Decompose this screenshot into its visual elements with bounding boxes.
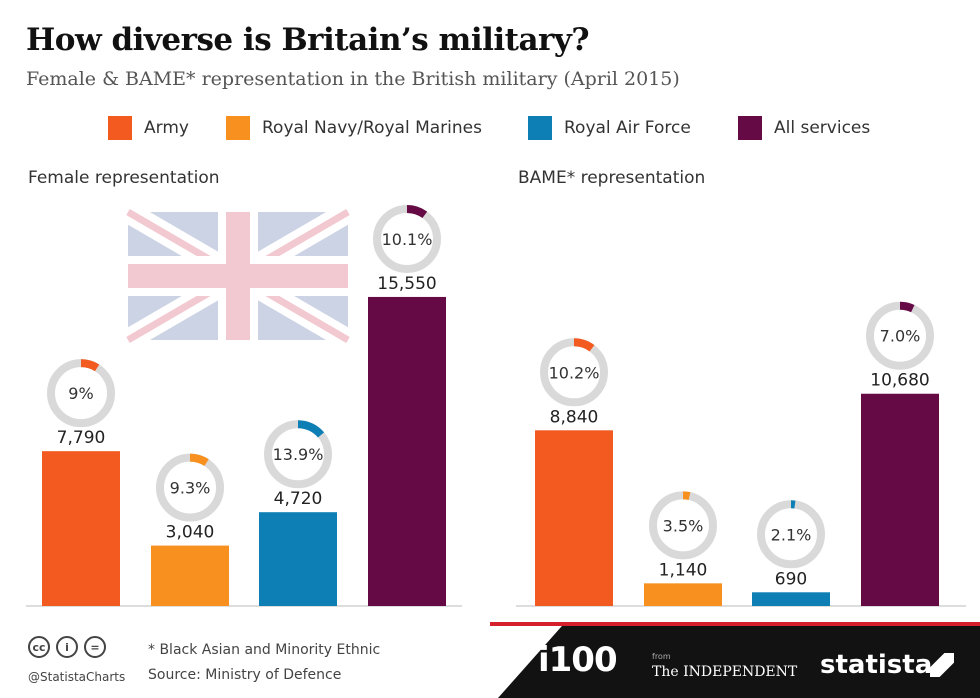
percent-label-bame-all: 7.0% <box>880 327 921 346</box>
statista-logo[interactable]: statista <box>820 650 933 680</box>
donut-arc-female-navy <box>156 453 224 522</box>
chart-subtitle: Female & BAME* representation in the Bri… <box>26 68 680 90</box>
statista-handle[interactable]: @StatistaCharts <box>28 670 126 684</box>
donut-arc-female-army <box>47 359 115 428</box>
percent-label-bame-army: 10.2% <box>549 363 600 382</box>
chart-title: How diverse is Britain’s military? <box>26 22 590 58</box>
legend-label: Royal Air Force <box>564 118 691 138</box>
license-icons: cc i = <box>28 636 106 658</box>
legend-swatch-army <box>108 116 132 140</box>
i100-logo[interactable]: i100 <box>538 640 618 680</box>
attribution-icon: i <box>56 636 78 658</box>
donut-arc-female-raf <box>264 420 332 489</box>
bar-female-army <box>42 451 120 606</box>
legend: Army Royal Navy/Royal Marines Royal Air … <box>0 116 980 140</box>
value-label-female-raf: 4,720 <box>274 489 323 509</box>
cc-icon: cc <box>28 636 50 658</box>
bar-female-navy <box>151 545 229 606</box>
percent-label-female-army: 9% <box>68 384 93 403</box>
donut-arc-female-all <box>373 204 441 273</box>
percent-label-female-all: 10.1% <box>382 230 433 249</box>
value-label-bame-navy: 1,140 <box>659 560 708 580</box>
donut-arc-bame-army <box>540 338 608 407</box>
bar-bame-raf <box>752 592 830 606</box>
bar-bame-navy <box>644 583 722 606</box>
bar-female-raf <box>259 512 337 606</box>
percent-label-bame-navy: 3.5% <box>663 516 704 535</box>
percent-label-female-raf: 13.9% <box>273 445 324 464</box>
independent-logo[interactable]: The INDEPENDENT <box>652 664 798 680</box>
value-label-bame-all: 10,680 <box>870 371 929 391</box>
legend-swatch-navy <box>226 116 250 140</box>
footnote: * Black Asian and Minority Ethnic <box>148 642 381 658</box>
legend-item-navy: Royal Navy/Royal Marines <box>226 116 482 140</box>
legend-item-army: Army <box>108 116 189 140</box>
value-label-female-army: 7,790 <box>57 428 106 448</box>
legend-item-raf: Royal Air Force <box>528 116 691 140</box>
legend-label: Army <box>144 118 189 138</box>
percent-label-bame-raf: 2.1% <box>771 525 812 544</box>
donut-arc-bame-all <box>866 301 934 370</box>
footer-logo-band <box>498 622 980 698</box>
donut-arc-bame-navy <box>649 491 717 560</box>
panel-title-bame: BAME* representation <box>518 168 706 188</box>
bar-bame-army <box>535 430 613 606</box>
legend-swatch-raf <box>528 116 552 140</box>
value-label-bame-army: 8,840 <box>550 407 599 427</box>
value-label-female-all: 15,550 <box>377 274 436 294</box>
no-derivatives-icon: = <box>84 636 106 658</box>
legend-item-all: All services <box>738 116 870 140</box>
panel-title-female: Female representation <box>28 168 220 188</box>
value-label-female-navy: 3,040 <box>166 523 215 543</box>
donut-arc-bame-raf <box>757 500 825 569</box>
footer: cc i = @StatistaCharts * Black Asian and… <box>0 622 980 698</box>
source-note: Source: Ministry of Defence <box>148 667 342 683</box>
value-label-bame-raf: 690 <box>775 569 807 589</box>
legend-label: All services <box>774 118 871 138</box>
bar-female-all <box>368 296 446 606</box>
legend-swatch-all <box>738 116 762 140</box>
bar-bame-all <box>861 393 939 606</box>
from-label: from <box>652 652 671 661</box>
union-jack-flag-image <box>122 202 354 350</box>
percent-label-female-navy: 9.3% <box>170 479 211 498</box>
footer-red-rule <box>490 622 980 626</box>
legend-label: Royal Navy/Royal Marines <box>262 118 482 138</box>
